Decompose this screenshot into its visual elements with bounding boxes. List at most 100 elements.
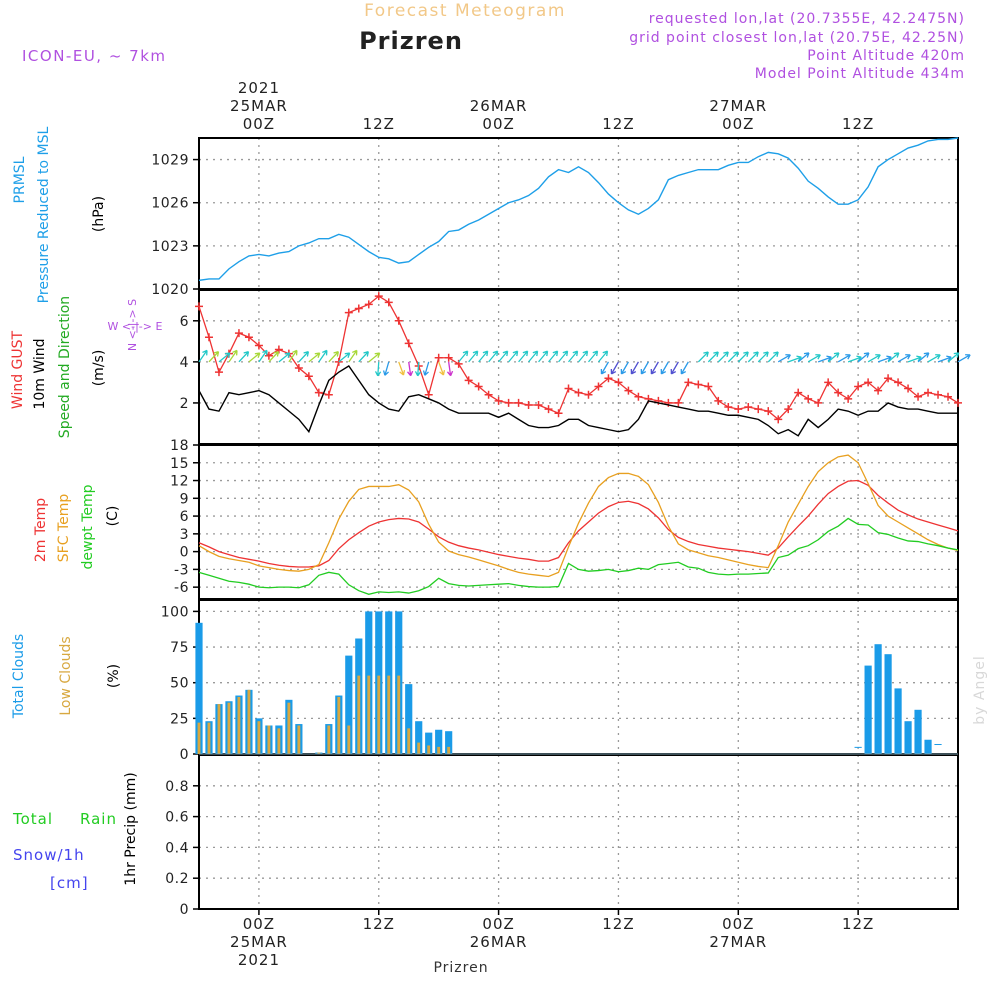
gust-marker [364,300,373,309]
low-cloud-bar [347,725,351,754]
temp-line-sfc [198,454,959,578]
cloud-labels: Total Clouds Low Clouds (%) [11,634,122,719]
wind-direction-arrow [498,350,509,363]
gust-marker [434,353,443,362]
model-altitude: Model Point Altitude 434m [755,66,965,82]
gust-marker [444,353,453,362]
precip-label-rain: Rain [80,810,117,828]
wind-direction-arrow [867,354,881,363]
pressure-unit: (hPa) [91,196,107,232]
panel-frame-pressure [198,137,959,290]
gust-marker [524,400,533,409]
wind-direction-arrow [957,354,971,363]
gust-marker [294,364,303,373]
wind-direction-arrow [757,351,769,363]
wind-direction-arrow [518,350,529,363]
gust-marker [924,388,933,397]
wind-direction-arrow [382,361,390,376]
wind-direction-arrow [797,352,810,363]
wind-direction-arrow [707,351,719,363]
wind-direction-arrow [587,350,599,363]
gust-marker [694,380,703,389]
ytick-label-clouds: 25 [170,711,189,727]
wind-direction-arrow [358,351,369,363]
wind-direction-arrow [414,361,422,377]
gust-marker [204,333,213,342]
gust-marker [394,316,403,325]
bottom-time-label: 00Z [482,915,514,933]
low-cloud-bar [427,745,431,754]
low-cloud-bar [277,728,281,754]
low-cloud-bar [197,722,201,754]
wind-direction-arrow [747,351,759,363]
ytick-label-clouds: 100 [161,604,189,620]
total-cloud-bar [894,688,902,754]
temp-label-dewpt: dewpt Temp [80,484,96,569]
temp-unit: (C) [105,506,121,527]
wind-direction-arrow [717,351,729,363]
gust-marker [834,388,843,397]
wind-direction-arrow [640,361,649,375]
wind-direction-arrow [597,350,609,363]
gust-marker [634,392,643,401]
product-title: Forecast Meteogram [364,1,566,21]
footer-location: Prizren [433,960,488,976]
bottom-time-label: 12Z [363,915,395,933]
gust-marker [604,374,613,383]
wind-direction-arrow [478,350,489,363]
wind-direction-arrow [398,361,406,376]
temp-label-sfc: SFC Temp [56,494,72,563]
gust-marker [674,398,683,407]
bottom-time-label: 12Z [602,915,634,933]
wind-line [198,365,958,437]
wind-unit: (m/s) [91,350,107,387]
wind-direction-arrow [268,351,280,363]
gust-marker [314,388,323,397]
gust-marker [195,302,203,311]
top-time-label: 00Z [722,115,754,133]
gust-marker [724,403,733,412]
top-date-label: 25MAR [230,97,288,115]
wind-direction-arrow [446,361,454,377]
wind-direction-arrow [788,355,802,363]
total-cloud-bar [914,709,922,754]
low-cloud-bar [357,675,361,754]
point-altitude: Point Altitude 420m [807,48,965,64]
bottom-time-label: 00Z [722,915,754,933]
gust-marker [884,374,893,383]
requested-coords: requested lon,lat (20.7355E, 42.2475N) [649,11,965,27]
wind-direction-arrow [488,350,499,363]
low-cloud-bar [337,696,341,754]
gust-marker [804,394,813,403]
credit: by Angel [972,655,988,724]
gust-marker [764,407,773,416]
gust-marker [544,405,553,414]
gust-marker [814,398,823,407]
wind-direction-arrow [807,354,821,363]
ytick-label-temp: 15 [170,456,189,472]
ytick-label-pressure: 1029 [151,153,189,169]
wind-direction-arrow [897,354,911,363]
temp-line-dewpt [198,517,959,595]
gust-marker [424,390,433,399]
ytick-label-pressure: 1026 [151,196,189,212]
wind-direction-arrow [680,361,689,375]
wind-direction-arrow [927,354,941,363]
ytick-label-wind: 2 [180,396,189,412]
ytick-label-temp: 12 [170,474,189,490]
wind-direction-arrow [937,355,952,363]
ytick-label-temp: 6 [180,509,189,525]
gust-marker [774,415,783,424]
gust-marker [944,392,953,401]
location-title: Prizren [359,27,463,55]
low-cloud-bar [237,696,241,754]
ytick-label-pressure: 1023 [151,239,189,255]
gust-marker [734,405,743,414]
low-cloud-bar [397,675,401,754]
low-cloud-bar [217,704,221,754]
wind-labels: Wind GUST 10m Wind Speed and Direction (… [10,296,162,438]
gust-marker [354,304,363,313]
temp-line-2m [198,479,959,568]
bottom-date-label: 27MAR [709,933,767,951]
precip-label-snow: Snow/1h [13,846,85,864]
